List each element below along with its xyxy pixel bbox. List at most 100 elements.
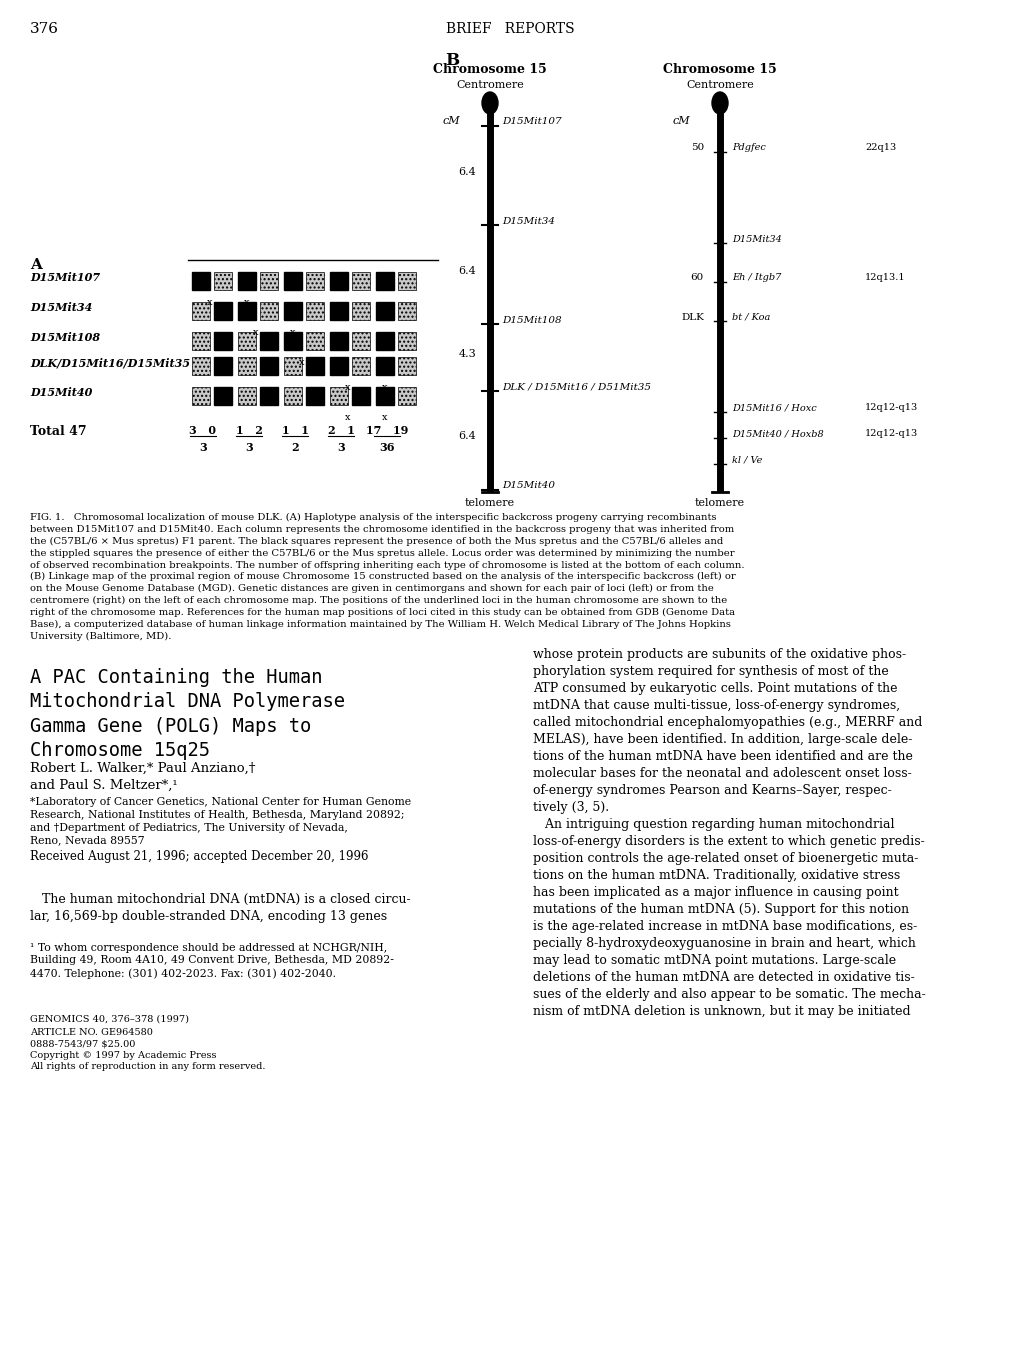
Bar <box>283 332 302 349</box>
Text: 1   1: 1 1 <box>281 425 308 435</box>
Bar <box>192 358 210 375</box>
Text: Eh / Itgb7: Eh / Itgb7 <box>732 273 781 283</box>
Text: bt / Koa: bt / Koa <box>732 313 769 322</box>
Bar <box>237 388 256 405</box>
Text: ¹ To whom correspondence should be addressed at NCHGR/NIH,
Building 49, Room 4A1: ¹ To whom correspondence should be addre… <box>30 943 393 979</box>
Bar <box>283 302 302 319</box>
Text: Centromere: Centromere <box>686 81 753 90</box>
Text: 12q12-q13: 12q12-q13 <box>864 404 917 412</box>
Text: 2   1: 2 1 <box>327 425 354 435</box>
Text: cM: cM <box>672 116 689 126</box>
Bar <box>260 358 278 375</box>
Bar <box>397 388 416 405</box>
Bar <box>352 358 370 375</box>
Text: 36: 36 <box>379 442 394 453</box>
Text: A: A <box>30 258 42 272</box>
Bar <box>237 332 256 349</box>
Text: DLK: DLK <box>681 313 703 322</box>
Bar <box>214 388 231 405</box>
Text: x: x <box>299 358 305 367</box>
Text: 3   0: 3 0 <box>190 425 216 435</box>
Bar <box>397 332 416 349</box>
Bar <box>330 388 347 405</box>
Bar <box>260 332 278 349</box>
Text: FIG. 1.   Chromosomal localization of mouse DLK. (A) Haplotype analysis of the i: FIG. 1. Chromosomal localization of mous… <box>30 513 744 642</box>
Bar <box>330 302 347 319</box>
Text: 1   2: 1 2 <box>235 425 262 435</box>
Text: 6.4: 6.4 <box>458 167 476 176</box>
Bar <box>352 272 370 289</box>
Bar <box>376 358 393 375</box>
Bar <box>192 388 210 405</box>
Bar <box>306 388 324 405</box>
Ellipse shape <box>482 91 497 115</box>
Text: ARTICLE NO. GE964580
0888-7543/97 $25.00
Copyright © 1997 by Academic Press
All : ARTICLE NO. GE964580 0888-7543/97 $25.00… <box>30 1028 265 1072</box>
Text: x: x <box>336 358 341 367</box>
Bar <box>397 358 416 375</box>
Bar <box>306 302 324 319</box>
Bar <box>306 358 324 375</box>
Bar <box>237 358 256 375</box>
Text: kl / Ve: kl / Ve <box>732 456 761 464</box>
Text: 4.3: 4.3 <box>458 348 476 359</box>
Bar <box>214 302 231 319</box>
Text: DLK/D15Mit16/D15Mit35: DLK/D15Mit16/D15Mit35 <box>30 358 190 369</box>
Text: 17   19: 17 19 <box>366 425 408 435</box>
Bar <box>192 272 210 289</box>
Text: A PAC Containing the Human
Mitochondrial DNA Polymerase
Gamma Gene (POLG) Maps t: A PAC Containing the Human Mitochondrial… <box>30 667 344 760</box>
Bar <box>260 388 278 405</box>
Text: D15Mit107: D15Mit107 <box>501 117 561 127</box>
Bar <box>352 388 370 405</box>
Bar <box>214 332 231 349</box>
Bar <box>376 302 393 319</box>
Bar <box>330 358 347 375</box>
Text: Pdgfec: Pdgfec <box>732 143 765 153</box>
Text: Received August 21, 1996; accepted December 20, 1996: Received August 21, 1996; accepted Decem… <box>30 850 368 863</box>
Bar <box>214 272 231 289</box>
Text: D15Mit40: D15Mit40 <box>501 482 554 490</box>
Ellipse shape <box>711 91 728 115</box>
Text: 22q13: 22q13 <box>864 143 896 153</box>
Bar <box>306 272 324 289</box>
Text: D15Mit108: D15Mit108 <box>30 332 100 343</box>
Text: *Laboratory of Cancer Genetics, National Center for Human Genome
Research, Natio: *Laboratory of Cancer Genetics, National… <box>30 797 411 845</box>
Text: x: x <box>253 328 259 337</box>
Text: GENOMICS 40, 376–378 (1997): GENOMICS 40, 376–378 (1997) <box>30 1016 189 1024</box>
Text: B: B <box>444 52 459 70</box>
Text: BRIEF   REPORTS: BRIEF REPORTS <box>445 22 574 35</box>
Text: 3: 3 <box>245 442 253 453</box>
Bar <box>192 302 210 319</box>
Text: D15Mit108: D15Mit108 <box>501 315 561 325</box>
Text: telomere: telomere <box>465 498 515 508</box>
Bar <box>330 332 347 349</box>
Text: The human mitochondrial DNA (mtDNA) is a closed circu-
lar, 16,569-bp double-str: The human mitochondrial DNA (mtDNA) is a… <box>30 893 411 923</box>
Text: D15Mit107: D15Mit107 <box>30 272 100 283</box>
Text: D15Mit40 / Hoxb8: D15Mit40 / Hoxb8 <box>732 430 823 438</box>
Text: 6.4: 6.4 <box>458 266 476 276</box>
Text: D15Mit34: D15Mit34 <box>30 302 93 313</box>
Bar <box>397 272 416 289</box>
Text: 12q12-q13: 12q12-q13 <box>864 430 917 438</box>
Text: x: x <box>290 328 296 337</box>
Text: 2: 2 <box>290 442 299 453</box>
Text: cM: cM <box>442 116 460 126</box>
Text: telomere: telomere <box>694 498 744 508</box>
Bar <box>283 358 302 375</box>
Bar <box>237 272 256 289</box>
Bar <box>192 332 210 349</box>
Text: Centromere: Centromere <box>455 81 524 90</box>
Text: D15Mit16 / Hoxc: D15Mit16 / Hoxc <box>732 404 816 412</box>
Text: whose protein products are subunits of the oxidative phos-
phorylation system re: whose protein products are subunits of t… <box>533 648 925 1018</box>
Text: x: x <box>244 298 250 307</box>
Text: 50: 50 <box>690 143 703 153</box>
Text: 60: 60 <box>690 273 703 283</box>
Bar <box>214 358 231 375</box>
Text: x: x <box>382 414 387 422</box>
Bar <box>352 332 370 349</box>
Text: Chromosome 15: Chromosome 15 <box>433 63 546 76</box>
Text: 3: 3 <box>337 442 344 453</box>
Bar <box>376 272 393 289</box>
Text: DLK / D15Mit16 / D51Mit35: DLK / D15Mit16 / D51Mit35 <box>501 382 650 392</box>
Text: D15Mit40: D15Mit40 <box>30 388 93 399</box>
Bar <box>352 302 370 319</box>
